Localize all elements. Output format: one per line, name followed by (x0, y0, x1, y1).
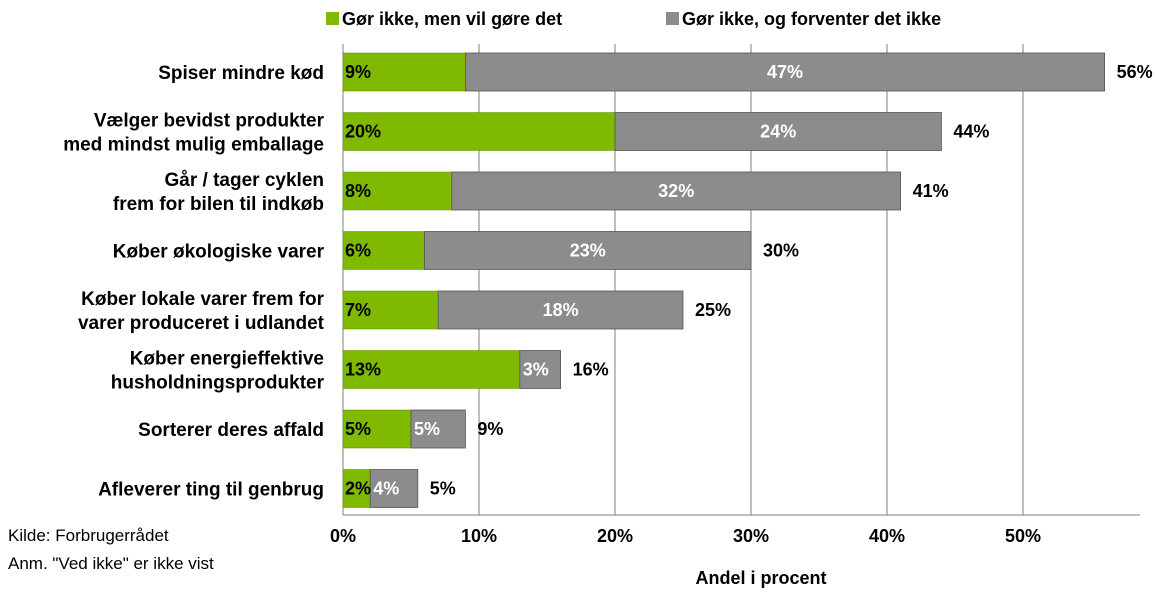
legend-label: Gør ikke, og forventer det ikke (682, 9, 941, 29)
x-tick-label: 40% (869, 526, 905, 546)
bar-total-label: 9% (477, 419, 503, 439)
category-label: husholdningsprodukter (111, 373, 325, 394)
bar-value-label: 32% (658, 181, 694, 201)
bar-segment-grey (424, 231, 752, 270)
category-label: Afleverer ting til genbrug (98, 480, 324, 501)
bar-total-label: 41% (913, 181, 949, 201)
na-note: Anm. "Ved ikke" er ikke vist (8, 554, 214, 573)
category-label: varer produceret i udlandet (78, 313, 325, 334)
bar-value-label: 24% (760, 122, 796, 142)
bar-segment-grey (410, 409, 466, 449)
bar-segment-grey (614, 112, 942, 151)
x-tick-label: 0% (330, 526, 356, 546)
bar-total-label: 16% (573, 360, 609, 380)
bar-segment-green (342, 171, 453, 211)
legend-label: Gør ikke, men vil gøre det (342, 9, 562, 29)
bar-value-label: 18% (543, 300, 579, 320)
legend-swatch-grey (666, 12, 679, 25)
category-label: Køber økologiske varer (113, 242, 325, 263)
bar-total-label: 25% (695, 300, 731, 320)
legend: Gør ikke, men vil gøre det Gør ikke, og f… (326, 9, 941, 29)
bar-value-label: 9% (345, 62, 371, 82)
bar-value-label: 5% (414, 419, 440, 439)
bar-value-label: 5% (345, 419, 371, 439)
bar-segment-grey (451, 171, 901, 211)
legend-swatch-green (326, 12, 339, 25)
bar-segment-grey (437, 290, 684, 330)
bar-segment-green (342, 350, 521, 389)
category-label: med mindst mulig emballage (63, 135, 324, 156)
bar-segment-green (342, 231, 425, 270)
category-label: Går / tager cyklen (165, 170, 324, 191)
bar-total-label: 56% (1117, 62, 1153, 82)
source-note: Kilde: Forbrugerrådet (8, 526, 169, 545)
bar-value-label: 8% (345, 181, 371, 201)
bar-segment-green (342, 290, 439, 330)
bar-segment-green (342, 112, 616, 151)
bar-total-label: 30% (763, 241, 799, 261)
category-label: frem for bilen til indkøb (113, 194, 324, 215)
bar-segment-grey (519, 350, 561, 389)
bar-value-label: 6% (345, 241, 371, 261)
category-label: Spiser mindre kød (158, 63, 324, 84)
bar-value-label: 20% (345, 122, 381, 142)
bar-total-label: 5% (430, 479, 456, 499)
bar-segment-grey (369, 469, 419, 508)
category-label: Køber lokale varer frem for (81, 289, 324, 310)
x-tick-label: 20% (597, 526, 633, 546)
bar-value-label: 13% (345, 360, 381, 380)
x-axis-title: Andel i procent (695, 568, 826, 588)
x-tick-label: 50% (1005, 526, 1041, 546)
category-label: Vælger bevidst produkter (94, 111, 325, 132)
category-label: Sorterer deres affald (138, 420, 324, 441)
bar-total-label: 44% (953, 122, 989, 142)
bar-segment-green (342, 52, 466, 92)
bar-segment-grey (464, 52, 1106, 92)
bar-segment-green (342, 469, 371, 508)
bar-value-label: 4% (373, 479, 399, 499)
bar-value-label: 47% (767, 62, 803, 82)
bar-segment-green (342, 409, 412, 449)
x-tick-label: 30% (733, 526, 769, 546)
bar-value-label: 7% (345, 300, 371, 320)
category-label: Køber energieffektive (130, 349, 324, 370)
bar-value-label: 3% (523, 360, 549, 380)
bars (342, 52, 1106, 508)
x-tick-label: 10% (461, 526, 497, 546)
labels: 0% 10% 20% 30% 40% 50% 9% 47% 56% Spiser mindre k… (63, 62, 1152, 546)
bar-value-label: 2% (345, 479, 371, 499)
bar-value-label: 23% (570, 241, 606, 261)
